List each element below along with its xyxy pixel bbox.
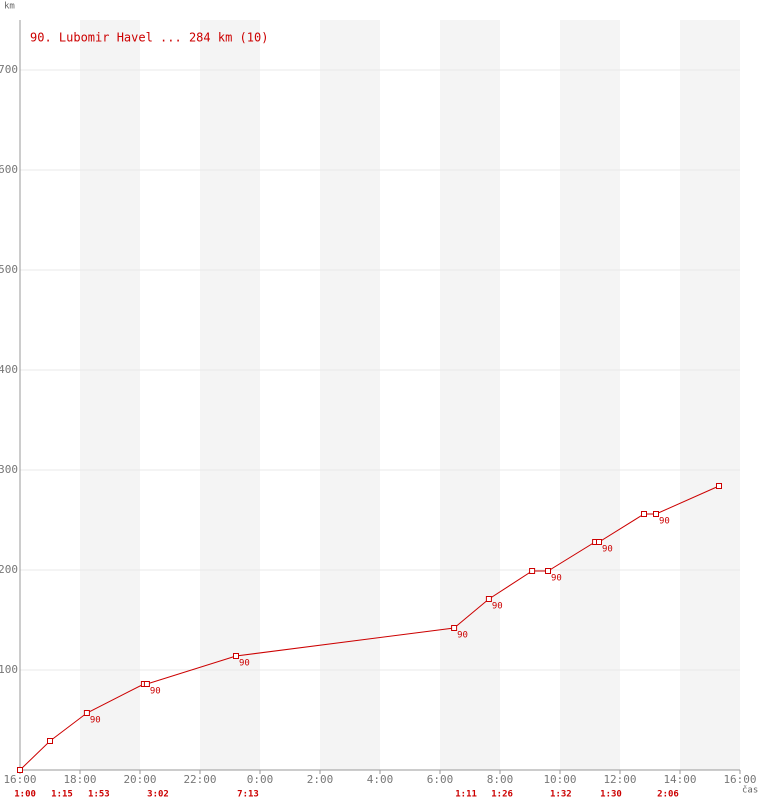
data-point: [596, 539, 602, 545]
stop-label: 1:11: [455, 790, 477, 800]
x-tick-label: 16:00: [723, 773, 756, 786]
data-point: [47, 738, 53, 744]
y-tick-label: 400: [0, 363, 18, 376]
point-label: 90: [239, 659, 250, 669]
y-tick-label: 100: [0, 663, 18, 676]
y-tick-label: 600: [0, 163, 18, 176]
data-point: [143, 681, 150, 687]
stop-label: 3:02: [147, 790, 169, 800]
data-point: [485, 596, 492, 602]
x-tick-label: 0:00: [247, 773, 274, 786]
x-tick-label: 8:00: [487, 773, 514, 786]
x-tick-label: 16:00: [3, 773, 36, 786]
background-band: [200, 20, 260, 770]
stop-label: 7:13: [237, 790, 259, 800]
data-point: [529, 568, 536, 574]
x-tick-label: 12:00: [603, 773, 636, 786]
x-tick-label: 18:00: [63, 773, 96, 786]
x-tick-label: 10:00: [543, 773, 576, 786]
x-axis-label: čas: [742, 785, 758, 796]
background-band: [560, 20, 620, 770]
x-tick-label: 22:00: [183, 773, 216, 786]
chart-title: 90. Lubomir Havel ... 284 km (10): [30, 31, 268, 45]
y-axis-label: km: [4, 2, 15, 12]
stop-label: 2:06: [657, 790, 679, 800]
data-point: [17, 767, 23, 773]
stop-label: 1:30: [600, 790, 622, 800]
data-point: [83, 710, 90, 716]
stop-label: 1:26: [491, 790, 513, 800]
data-point: [233, 653, 239, 659]
point-label: 90: [150, 687, 161, 697]
data-point: [451, 625, 458, 631]
stop-label: 1:15: [51, 790, 73, 800]
point-label: 90: [457, 631, 468, 641]
background-band: [440, 20, 500, 770]
data-point: [716, 483, 722, 489]
stop-label: 1:32: [550, 790, 572, 800]
x-tick-label: 14:00: [663, 773, 696, 786]
background-band: [80, 20, 140, 770]
point-label: 90: [492, 602, 503, 612]
stop-label: 1:53: [88, 790, 110, 800]
x-tick-label: 2:00: [307, 773, 334, 786]
x-tick-label: 4:00: [367, 773, 394, 786]
background-band: [320, 20, 380, 770]
data-point: [641, 511, 647, 517]
x-tick-label: 6:00: [427, 773, 454, 786]
point-label: 90: [602, 545, 613, 555]
y-tick-label: 200: [0, 563, 18, 576]
data-point: [545, 568, 551, 574]
y-tick-label: 700: [0, 63, 18, 76]
stop-label: 1:00: [14, 790, 36, 800]
data-point: [653, 511, 659, 517]
point-label: 90: [90, 716, 101, 726]
point-label: 90: [551, 574, 562, 584]
y-tick-label: 500: [0, 263, 18, 276]
background-band: [680, 20, 740, 770]
point-label: 90: [659, 517, 670, 527]
y-tick-label: 300: [0, 463, 18, 476]
x-tick-label: 20:00: [123, 773, 156, 786]
